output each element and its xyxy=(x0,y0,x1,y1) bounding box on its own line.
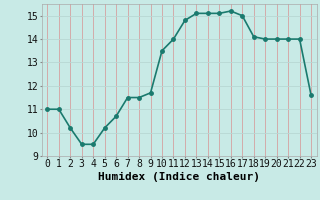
X-axis label: Humidex (Indice chaleur): Humidex (Indice chaleur) xyxy=(98,172,260,182)
